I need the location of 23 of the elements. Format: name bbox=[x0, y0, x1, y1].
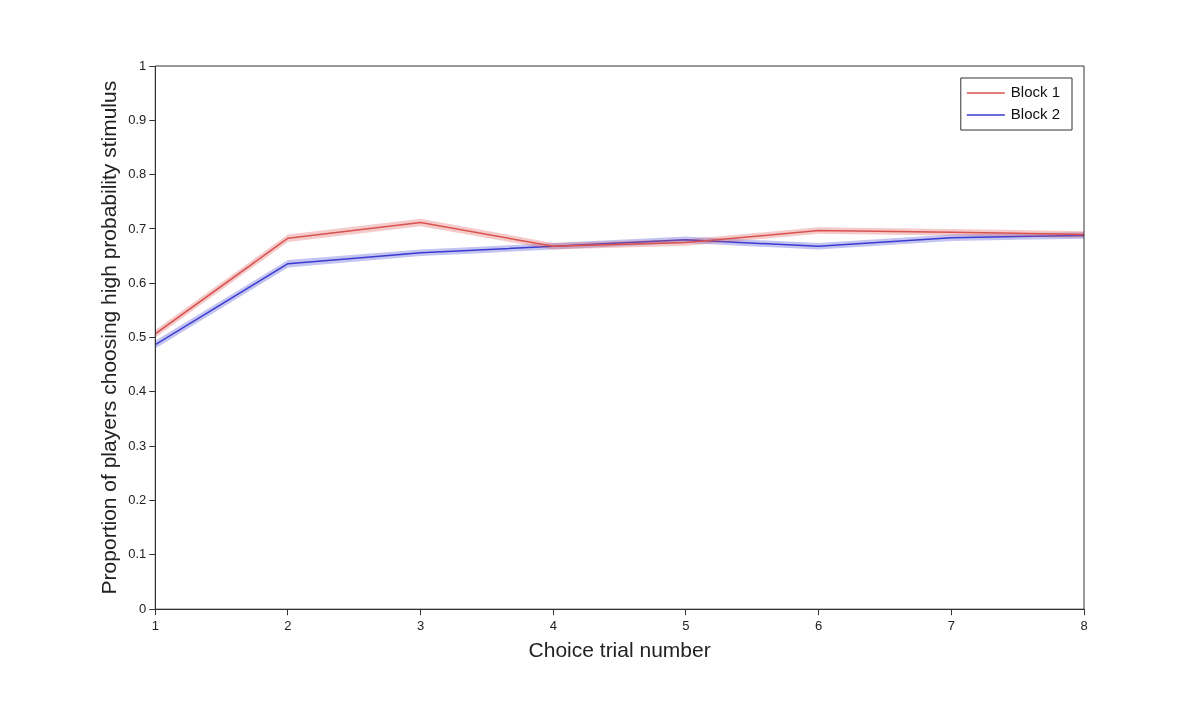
y-tick-label: 0.1 bbox=[128, 546, 147, 562]
y-tick-label: 1 bbox=[139, 57, 147, 73]
y-tick-label: 0 bbox=[139, 600, 147, 616]
x-tick-label: 4 bbox=[549, 617, 557, 633]
x-tick-label: 5 bbox=[682, 617, 690, 633]
y-tick-label: 0.8 bbox=[128, 166, 147, 182]
legend-label: Block 2 bbox=[1010, 105, 1061, 123]
y-tick-label: 0.6 bbox=[128, 274, 147, 290]
x-axis-title: Choice trial number bbox=[528, 638, 711, 662]
y-tick-label: 0.5 bbox=[128, 329, 147, 345]
y-tick-label: 0.9 bbox=[128, 111, 147, 127]
x-tick-label: 6 bbox=[815, 617, 823, 633]
x-tick-label: 2 bbox=[284, 617, 292, 633]
y-tick-label: 0.7 bbox=[128, 220, 147, 236]
x-tick-label: 7 bbox=[947, 617, 955, 633]
y-tick-label: 0.4 bbox=[128, 383, 147, 399]
y-axis-title: Proportion of players choosing high probability stimulus bbox=[97, 80, 121, 595]
y-tick-label: 0.2 bbox=[128, 492, 147, 508]
legend-label: Block 1 bbox=[1010, 83, 1061, 101]
x-tick-label: 3 bbox=[417, 617, 425, 633]
y-tick-label: 0.3 bbox=[128, 437, 147, 453]
x-tick-label: 8 bbox=[1080, 617, 1088, 633]
x-tick-label: 1 bbox=[151, 617, 159, 633]
